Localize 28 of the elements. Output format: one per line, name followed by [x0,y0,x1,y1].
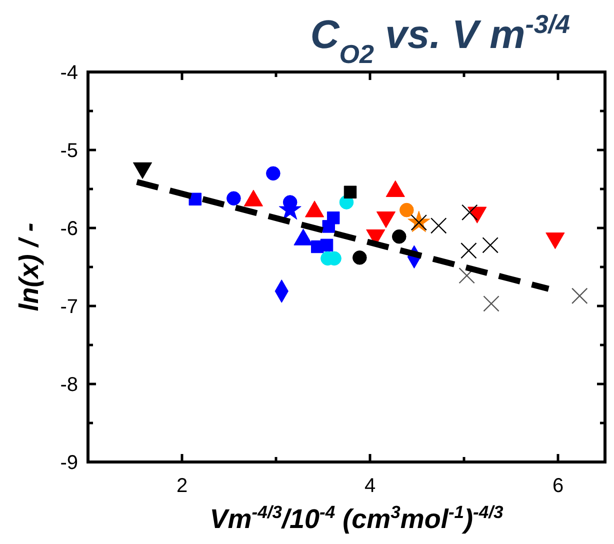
point [462,204,478,221]
point [482,237,498,254]
chart-title: C$_{O2}$ vs. V m$^{-3/4}$ [310,9,571,69]
y-tick-label: -8 [60,374,78,396]
y-tick-label: -4 [60,62,78,84]
point [352,250,367,265]
x-tick-label: 2 [176,475,188,497]
point [188,192,202,206]
point [460,242,477,259]
y-tick-label: -7 [60,296,78,318]
y-tick-label: -9 [60,452,78,474]
y-axis-title: ln(x) / - [14,222,44,312]
point [344,186,357,198]
y-tick-label: -5 [60,140,78,162]
point [458,267,475,284]
point [226,191,241,206]
point [430,218,447,234]
point [392,229,406,244]
point [400,202,414,218]
text: Vm$^{-4/3}$/10$^{-4}$ (cm$^{3}$mol$^{-1}$)$^{-4/3}$ [210,502,504,534]
point [266,166,280,181]
point [322,220,336,233]
y-tick-label: -6 [60,218,78,240]
point [483,296,500,312]
x-tick-label: 6 [552,475,564,497]
point [310,240,324,254]
point [571,288,588,304]
x-tick-label: 4 [364,475,376,497]
